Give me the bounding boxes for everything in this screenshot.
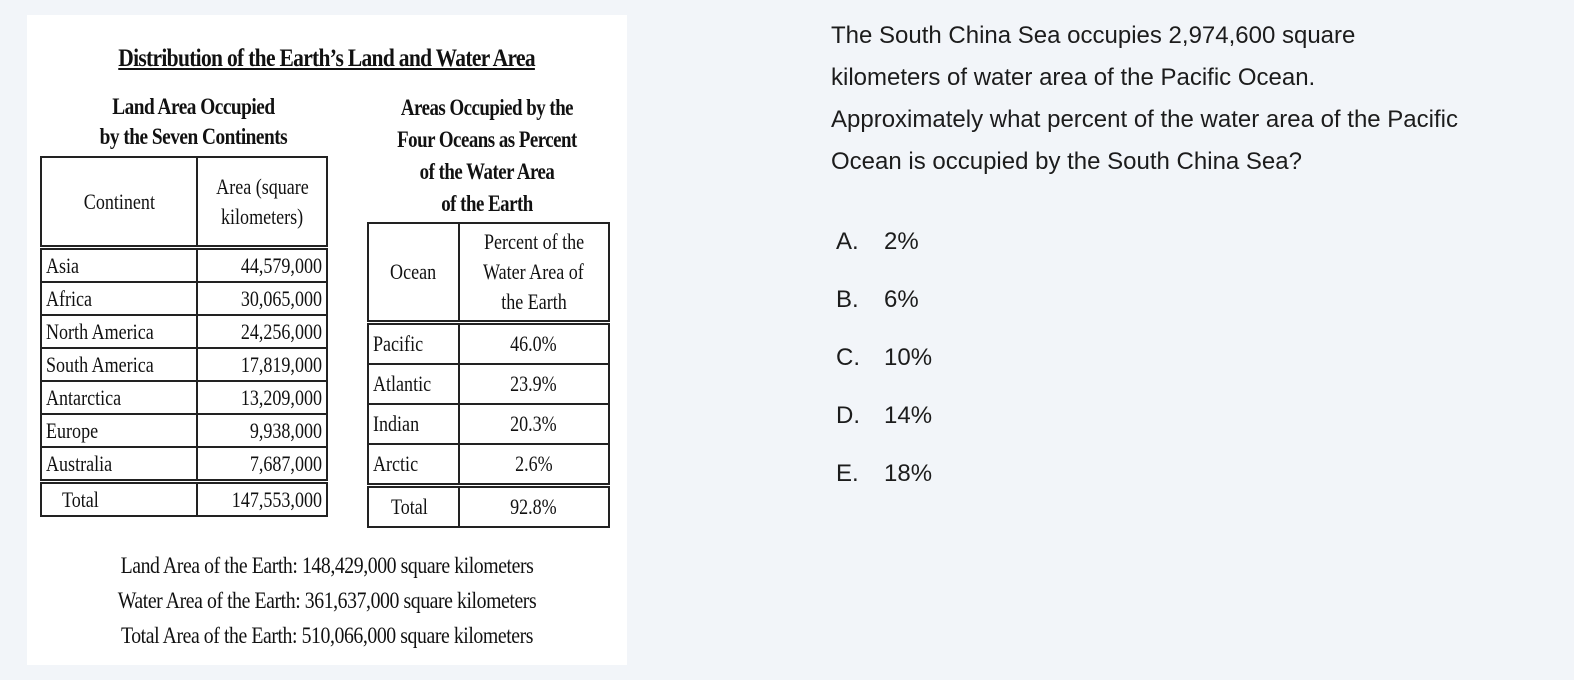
- choice-d[interactable]: D. 14%: [836, 394, 932, 452]
- ocean-name: Arctic: [373, 451, 419, 476]
- choice-text: 2%: [884, 228, 919, 255]
- percent-header-label: Water Area of: [483, 259, 585, 284]
- table-row: South America 17,819,000: [39, 347, 328, 382]
- continent-name: Australia: [46, 450, 113, 476]
- table-row: Indian 20.3%: [367, 403, 611, 445]
- continent-area: 17,819,000: [240, 351, 322, 377]
- continent-area: 13,209,000: [240, 384, 322, 410]
- ocean-heading-line: of the Water Area: [419, 159, 555, 184]
- footnote-line: Land Area of the Earth: 148,429,000 squa…: [120, 553, 534, 578]
- continent-name: Antarctica: [46, 384, 122, 410]
- continent-header-label: Continent: [83, 188, 155, 214]
- table-row: Arctic 2.6%: [367, 443, 611, 487]
- choice-letter: B.: [836, 286, 859, 313]
- continent-area: 30,065,000: [240, 285, 322, 311]
- choice-letter: E.: [836, 460, 859, 487]
- ocean-header: Ocean: [367, 222, 460, 324]
- continent-name: North America: [46, 318, 154, 344]
- ocean-name: Pacific: [373, 331, 424, 356]
- continent-name: South America: [46, 351, 154, 377]
- ocean-name: Atlantic: [373, 371, 432, 396]
- ocean-header-label: Ocean: [390, 259, 437, 284]
- figure-title: Distribution of the Earth’s Land and Wat…: [118, 45, 535, 72]
- percent-header-label: Percent of the: [483, 229, 584, 254]
- choice-letter: D.: [836, 402, 860, 429]
- question-line: Approximately what percent of the water …: [831, 106, 1458, 133]
- ocean-name: Indian: [373, 411, 420, 436]
- total-value: 147,553,000: [231, 486, 322, 512]
- ocean-table-heading: Areas Occupied by the Four Oceans as Per…: [380, 92, 593, 220]
- table-row: Europe 9,938,000: [39, 413, 328, 448]
- continent-name: Europe: [46, 417, 99, 443]
- area-header: Area (square kilometers): [196, 156, 328, 249]
- land-heading-line: Land Area Occupied: [112, 94, 275, 119]
- total-label: Total: [390, 494, 428, 519]
- ocean-heading-line: of the Earth: [441, 191, 533, 216]
- footnote-line: Total Area of the Earth: 510,066,000 squ…: [120, 623, 534, 648]
- choice-b[interactable]: B. 6%: [836, 278, 932, 336]
- continent-area: 24,256,000: [240, 318, 322, 344]
- ocean-percent: 2.6%: [514, 451, 553, 476]
- continent-name: Africa: [46, 285, 93, 311]
- table-row: North America 24,256,000: [39, 314, 328, 349]
- ocean-heading-line: Four Oceans as Percent: [397, 127, 577, 152]
- choice-e[interactable]: E. 18%: [836, 452, 932, 510]
- total-row: Total 92.8%: [367, 484, 611, 528]
- choice-a[interactable]: A. 2%: [836, 220, 932, 278]
- total-label: Total: [62, 486, 99, 512]
- table-row: Australia 7,687,000: [39, 446, 328, 483]
- table-row: Antarctica 13,209,000: [39, 380, 328, 415]
- ocean-percent: 46.0%: [510, 331, 558, 356]
- total-value: 92.8%: [510, 494, 558, 519]
- choice-letter: A.: [836, 228, 859, 255]
- continent-area: 7,687,000: [249, 450, 322, 476]
- choice-text: 10%: [884, 344, 933, 371]
- total-row: Total 147,553,000: [39, 480, 328, 517]
- continent-area: 44,579,000: [240, 252, 322, 278]
- question-line: The South China Sea occupies 2,974,600 s…: [831, 22, 1356, 49]
- choice-text: 18%: [884, 460, 933, 487]
- percent-header-label: the Earth: [500, 289, 567, 314]
- question-line: Ocean is occupied by the South China Sea…: [831, 148, 1302, 175]
- ocean-heading-line: Areas Occupied by the: [400, 95, 574, 120]
- continent-area: 9,938,000: [249, 417, 322, 443]
- continent-name: Asia: [46, 252, 80, 278]
- choice-text: 14%: [884, 402, 933, 429]
- continent-header: Continent: [39, 156, 199, 249]
- percent-header: Percent of the Water Area of the Earth: [457, 222, 611, 324]
- ocean-percent: 20.3%: [510, 411, 558, 436]
- answer-choices: A. 2% B. 6% C. 10% D. 14% E. 18%: [836, 220, 932, 510]
- land-table-heading: Land Area Occupied by the Seven Continen…: [82, 92, 305, 152]
- ocean-table: Ocean Percent of the Water Area of the E…: [367, 222, 611, 528]
- table-row: Atlantic 23.9%: [367, 363, 611, 405]
- area-header-label: kilometers): [221, 203, 304, 229]
- ocean-percent: 23.9%: [510, 371, 558, 396]
- choice-text: 6%: [884, 286, 919, 313]
- table-row: Asia 44,579,000: [39, 246, 328, 283]
- data-figure: Distribution of the Earth’s Land and Wat…: [27, 15, 627, 665]
- footnote-line: Water Area of the Earth: 361,637,000 squ…: [117, 588, 537, 613]
- area-footnotes: Land Area of the Earth: 148,429,000 squa…: [27, 548, 627, 653]
- table-row: Pacific 46.0%: [367, 321, 611, 365]
- choice-letter: C.: [836, 344, 860, 371]
- table-row: Africa 30,065,000: [39, 281, 328, 316]
- land-heading-line: by the Seven Continents: [99, 124, 288, 149]
- choice-c[interactable]: C. 10%: [836, 336, 932, 394]
- question-text: The South China Sea occupies 2,974,600 s…: [831, 15, 1571, 183]
- area-header-label: Area (square: [215, 173, 309, 199]
- question-line: kilometers of water area of the Pacific …: [831, 64, 1316, 91]
- continent-table: Continent Area (square kilometers) Asia …: [39, 156, 328, 517]
